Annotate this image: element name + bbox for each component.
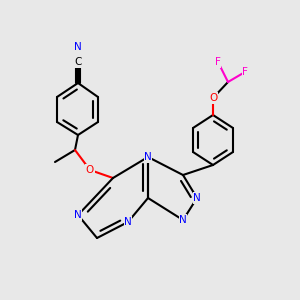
Text: F: F	[242, 67, 248, 77]
Text: N: N	[124, 217, 132, 227]
Text: C: C	[74, 57, 82, 67]
Text: O: O	[209, 93, 217, 103]
Text: N: N	[144, 152, 152, 162]
Text: N: N	[193, 193, 201, 203]
Text: N: N	[74, 210, 82, 220]
Text: N: N	[74, 42, 82, 52]
Text: O: O	[86, 165, 94, 175]
Text: N: N	[179, 215, 187, 225]
Text: F: F	[215, 57, 221, 67]
